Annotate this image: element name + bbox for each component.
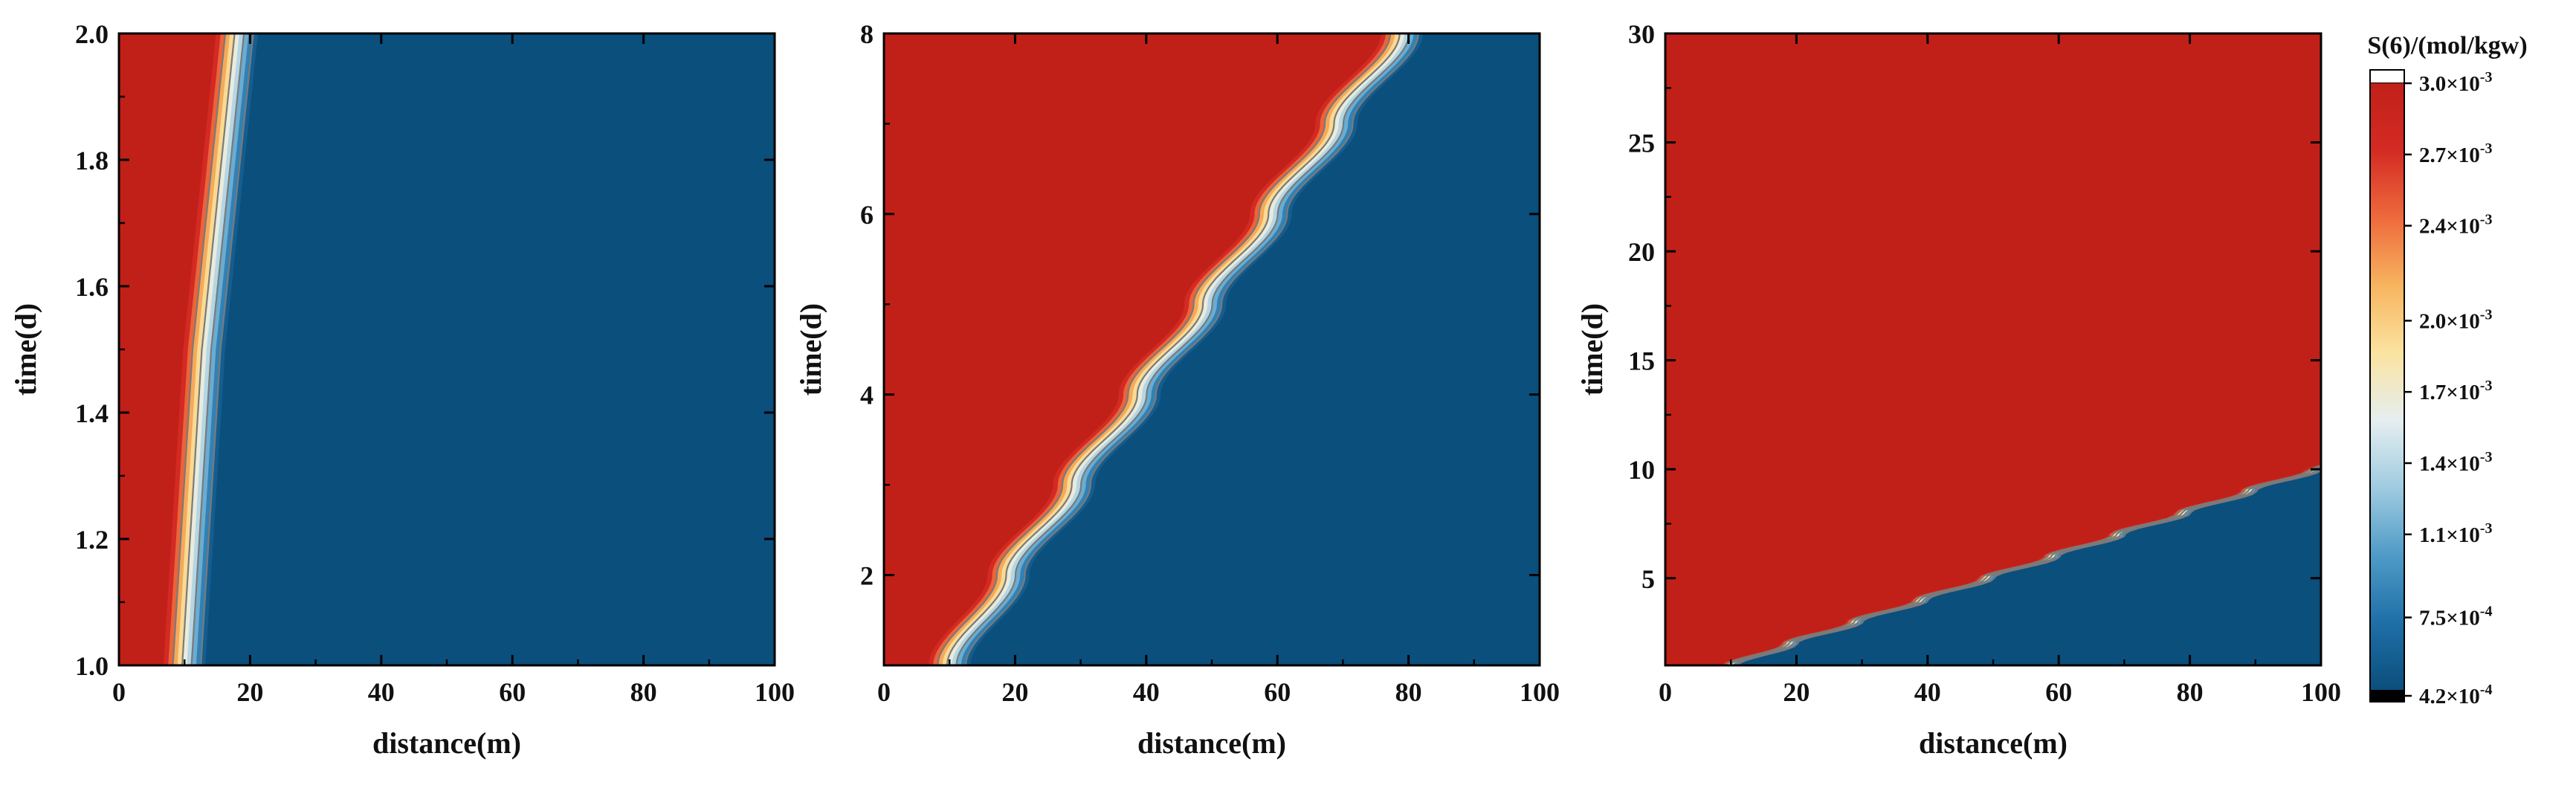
x-tick-label: 80 — [630, 677, 657, 707]
colorbar-tick-label: 2.0×10-3 — [2419, 306, 2492, 333]
x-tick-label: 60 — [2045, 677, 2072, 707]
x-tick-label: 60 — [1264, 677, 1291, 707]
y-tick-label: 6 — [860, 200, 874, 230]
x-tick-label: 100 — [2301, 677, 2341, 707]
colorbar-tick-label: 1.1×10-3 — [2419, 520, 2492, 547]
contour-line — [119, 33, 236, 665]
x-tick-label: 20 — [1783, 677, 1810, 707]
value-band — [1665, 33, 2321, 665]
y-tick-label: 1.6 — [75, 272, 109, 302]
colorbar-gradient — [2370, 83, 2404, 690]
contour-line — [119, 33, 254, 665]
x-tick-label: 0 — [112, 677, 126, 707]
contour-line — [1665, 33, 2321, 665]
colorbar-tick-label: 1.4×10-3 — [2419, 449, 2492, 476]
y-tick-label: 4 — [860, 381, 874, 410]
colorbar-tick-label: 2.7×10-3 — [2419, 141, 2492, 167]
x-tick-label: 20 — [236, 677, 263, 707]
colorbar-frame — [2369, 69, 2405, 703]
colorbar-under-swatch — [2370, 690, 2404, 702]
colorbar-tick-label: 3.0×10-3 — [2419, 69, 2492, 96]
contour-line — [1665, 33, 2321, 665]
contour-line — [884, 33, 1419, 665]
x-tick-label: 40 — [1914, 677, 1941, 707]
contour-line — [1665, 33, 2321, 665]
colorbar-tick-label: 2.4×10-3 — [2419, 212, 2492, 239]
y-tick-label: 10 — [1628, 455, 1655, 485]
colorbar-over-swatch — [2369, 69, 2405, 84]
x-tick-label: 60 — [499, 677, 526, 707]
y-tick-label: 1.8 — [75, 146, 109, 175]
y-tick-label: 2.0 — [75, 19, 109, 49]
panel-1: 0 20 40 60 80 100 1.0 1.2 1.4 1.6 1.8 2.0 distance(m… — [9, 19, 795, 760]
contour-line — [119, 33, 245, 665]
x-tick-label: 0 — [1659, 677, 1672, 707]
contour-line — [884, 33, 1392, 665]
heatmap-field — [1665, 33, 2321, 665]
y-tick-label: 25 — [1628, 129, 1655, 158]
y-axis-label: time(d) — [9, 303, 42, 395]
x-tick-label: 80 — [1395, 677, 1422, 707]
y-tick-label: 1.4 — [75, 398, 109, 428]
x-tick-label: 40 — [368, 677, 395, 707]
colorbar-tick-label: 7.5×10-4 — [2419, 604, 2492, 630]
contour-line — [119, 33, 227, 665]
y-tick-label: 5 — [1642, 564, 1655, 594]
x-axis-label: distance(m) — [1919, 726, 2067, 760]
panel-3: 0 20 40 60 80 100 5 10 15 20 25 30 distance(m) time(d… — [1575, 19, 2341, 760]
value-band — [884, 33, 1381, 665]
y-tick-label: 15 — [1628, 346, 1655, 376]
contour-line — [884, 33, 1410, 665]
x-tick-label: 20 — [1001, 677, 1028, 707]
y-tick-label: 1.0 — [75, 651, 109, 681]
heatmap-field — [119, 33, 775, 665]
colorbar-tick-label: 4.2×10-4 — [2419, 682, 2492, 708]
contour-line — [1665, 33, 2321, 665]
x-tick-label: 100 — [755, 677, 795, 707]
panel-2: 0 20 40 60 80 100 2 4 6 8 distance(m) time(d) — [794, 19, 1560, 760]
y-tick-label: 20 — [1628, 237, 1655, 267]
x-tick-label: 80 — [2177, 677, 2204, 707]
x-tick-label: 100 — [1520, 677, 1560, 707]
heatmap-field — [884, 33, 1540, 665]
y-tick-label: 2 — [860, 561, 874, 591]
y-axis-label: time(d) — [1575, 303, 1609, 395]
x-axis-label: distance(m) — [372, 726, 521, 760]
y-tick-label: 30 — [1628, 19, 1655, 49]
y-tick-label: 8 — [860, 19, 874, 49]
colorbar-tick-label: 1.7×10-3 — [2419, 378, 2492, 404]
colorbar-title: S(6)/(mol/kgw) — [2367, 32, 2527, 59]
x-tick-label: 40 — [1133, 677, 1160, 707]
x-axis-label: distance(m) — [1137, 726, 1286, 760]
y-tick-label: 1.2 — [75, 525, 109, 555]
x-tick-label: 0 — [877, 677, 891, 707]
y-axis-label: time(d) — [794, 303, 827, 395]
colorbar: S(6)/(mol/kgw) 3.0×10-3 2.7×10-3 2.4×10-3 2.… — [2367, 32, 2527, 708]
contour-line — [884, 33, 1401, 665]
